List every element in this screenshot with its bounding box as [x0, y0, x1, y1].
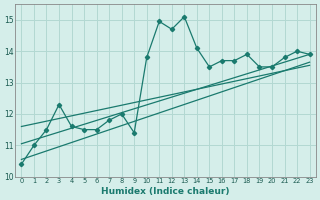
X-axis label: Humidex (Indice chaleur): Humidex (Indice chaleur) — [101, 187, 230, 196]
